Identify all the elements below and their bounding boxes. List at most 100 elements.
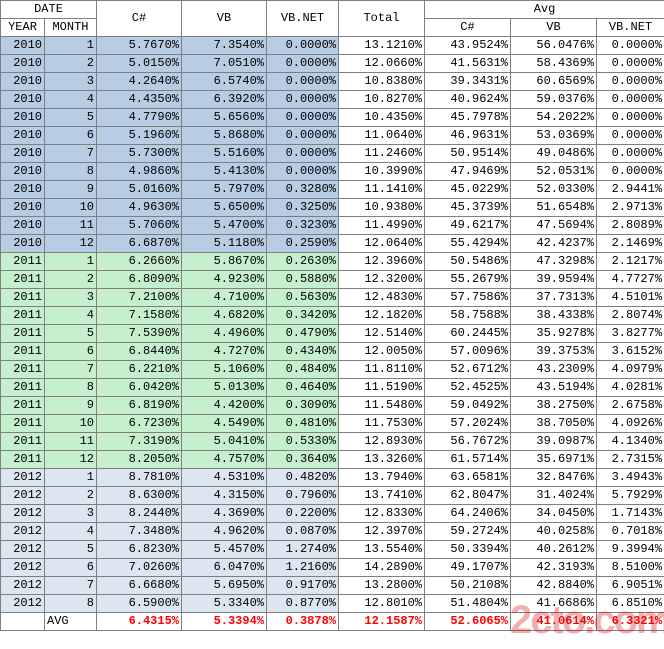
year-cell[interactable]: 2012 — [0, 504, 45, 523]
total-cell[interactable]: 10.4350% — [338, 108, 425, 127]
year-cell[interactable]: 2010 — [0, 126, 45, 145]
share-vb-cell[interactable]: 43.2309% — [510, 360, 597, 379]
total-cell[interactable]: 12.8010% — [338, 594, 425, 613]
cs-cell[interactable]: 6.0420% — [96, 378, 182, 397]
share-cs-cell[interactable]: 43.9524% — [424, 36, 511, 55]
total-cell[interactable]: 13.7410% — [338, 486, 425, 505]
share-vbnet-cell[interactable]: 2.7315% — [595, 450, 664, 469]
cs-cell[interactable]: 7.1580% — [96, 306, 182, 325]
month-cell[interactable]: 3 — [44, 288, 97, 307]
total-cell[interactable]: 10.9380% — [338, 198, 425, 217]
vb-cell[interactable]: 4.3690% — [181, 504, 267, 523]
share-vbnet-cell[interactable]: 2.6758% — [595, 396, 664, 415]
vb-cell[interactable]: 4.6820% — [181, 306, 267, 325]
share-vbnet-cell[interactable]: 3.8277% — [595, 324, 664, 343]
share-vbnet-cell[interactable]: 0.0000% — [595, 108, 664, 127]
month-cell[interactable]: 4 — [44, 90, 97, 109]
vb-cell[interactable]: 4.7570% — [181, 450, 267, 469]
year-cell[interactable]: 2010 — [0, 144, 45, 163]
month-cell[interactable]: 5 — [44, 540, 97, 559]
year-cell[interactable]: 2011 — [0, 252, 45, 271]
cs-cell[interactable]: 4.2640% — [96, 72, 182, 91]
total-cell[interactable]: 12.5140% — [338, 324, 425, 343]
month-cell[interactable]: 3 — [44, 504, 97, 523]
share-vbnet-cell[interactable]: 4.5101% — [595, 288, 664, 307]
header-vb[interactable]: VB — [181, 0, 267, 37]
vbnet-cell[interactable]: 0.3250% — [266, 198, 339, 217]
vbnet-cell[interactable]: 0.3230% — [266, 216, 339, 235]
share-vb-cell[interactable]: 43.5194% — [510, 378, 597, 397]
share-vb-cell[interactable]: 58.4369% — [510, 54, 597, 73]
month-cell[interactable]: 3 — [44, 72, 97, 91]
share-cs-cell[interactable]: 45.7978% — [424, 108, 511, 127]
avg-total-cell[interactable]: 12.1587% — [338, 612, 425, 631]
share-cs-cell[interactable]: 56.7672% — [424, 432, 511, 451]
share-vbnet-cell[interactable]: 2.1217% — [595, 252, 664, 271]
share-vbnet-cell[interactable]: 3.4943% — [595, 468, 664, 487]
vb-cell[interactable]: 5.6560% — [181, 108, 267, 127]
month-cell[interactable]: 8 — [44, 162, 97, 181]
share-cs-cell[interactable]: 57.7586% — [424, 288, 511, 307]
month-cell[interactable]: 4 — [44, 306, 97, 325]
total-cell[interactable]: 11.0640% — [338, 126, 425, 145]
share-cs-cell[interactable]: 45.3739% — [424, 198, 511, 217]
share-vbnet-cell[interactable]: 4.0979% — [595, 360, 664, 379]
cs-cell[interactable]: 8.2440% — [96, 504, 182, 523]
vbnet-cell[interactable]: 0.0870% — [266, 522, 339, 541]
cs-cell[interactable]: 6.5900% — [96, 594, 182, 613]
cs-cell[interactable]: 6.8230% — [96, 540, 182, 559]
cs-cell[interactable]: 7.2100% — [96, 288, 182, 307]
year-cell[interactable]: 2011 — [0, 306, 45, 325]
header-avg-cs[interactable]: C# — [424, 18, 511, 37]
vbnet-cell[interactable]: 0.3090% — [266, 396, 339, 415]
year-cell[interactable]: 2010 — [0, 180, 45, 199]
share-vbnet-cell[interactable]: 1.7143% — [595, 504, 664, 523]
vbnet-cell[interactable]: 0.8770% — [266, 594, 339, 613]
year-cell[interactable]: 2011 — [0, 288, 45, 307]
share-vbnet-cell[interactable]: 4.0281% — [595, 378, 664, 397]
month-cell[interactable]: 11 — [44, 432, 97, 451]
share-vb-cell[interactable]: 39.9594% — [510, 270, 597, 289]
month-cell[interactable]: 8 — [44, 594, 97, 613]
cs-cell[interactable]: 4.9860% — [96, 162, 182, 181]
month-cell[interactable]: 12 — [44, 450, 97, 469]
share-vbnet-cell[interactable]: 0.0000% — [595, 126, 664, 145]
vbnet-cell[interactable]: 0.0000% — [266, 54, 339, 73]
cs-cell[interactable]: 6.2210% — [96, 360, 182, 379]
share-vb-cell[interactable]: 54.2022% — [510, 108, 597, 127]
vb-cell[interactable]: 5.4570% — [181, 540, 267, 559]
share-vb-cell[interactable]: 52.0330% — [510, 180, 597, 199]
share-vbnet-cell[interactable]: 8.5100% — [595, 558, 664, 577]
share-vb-cell[interactable]: 60.6569% — [510, 72, 597, 91]
month-cell[interactable]: 5 — [44, 324, 97, 343]
header-avg-vb[interactable]: VB — [510, 18, 597, 37]
share-cs-cell[interactable]: 49.1707% — [424, 558, 511, 577]
month-cell[interactable]: 2 — [44, 54, 97, 73]
month-cell[interactable]: 7 — [44, 144, 97, 163]
share-vbnet-cell[interactable]: 0.0000% — [595, 72, 664, 91]
total-cell[interactable]: 12.3200% — [338, 270, 425, 289]
year-cell[interactable]: 2010 — [0, 54, 45, 73]
cs-cell[interactable]: 6.6870% — [96, 234, 182, 253]
vbnet-cell[interactable]: 0.5330% — [266, 432, 339, 451]
vbnet-cell[interactable]: 0.5880% — [266, 270, 339, 289]
year-cell[interactable]: 2011 — [0, 270, 45, 289]
vb-cell[interactable]: 4.5310% — [181, 468, 267, 487]
vb-cell[interactable]: 5.8670% — [181, 252, 267, 271]
total-cell[interactable]: 10.3990% — [338, 162, 425, 181]
vb-cell[interactable]: 5.4700% — [181, 216, 267, 235]
share-cs-cell[interactable]: 61.5714% — [424, 450, 511, 469]
vb-cell[interactable]: 4.3150% — [181, 486, 267, 505]
share-vb-cell[interactable]: 31.4024% — [510, 486, 597, 505]
share-vbnet-cell[interactable]: 0.7018% — [595, 522, 664, 541]
share-vb-cell[interactable]: 47.5694% — [510, 216, 597, 235]
month-cell[interactable]: 7 — [44, 360, 97, 379]
share-cs-cell[interactable]: 41.5631% — [424, 54, 511, 73]
vb-cell[interactable]: 6.5740% — [181, 72, 267, 91]
month-cell[interactable]: 9 — [44, 396, 97, 415]
cs-cell[interactable]: 6.8090% — [96, 270, 182, 289]
share-vbnet-cell[interactable]: 4.7727% — [595, 270, 664, 289]
year-cell[interactable]: 2011 — [0, 432, 45, 451]
share-cs-cell[interactable]: 52.4525% — [424, 378, 511, 397]
total-cell[interactable]: 12.4830% — [338, 288, 425, 307]
